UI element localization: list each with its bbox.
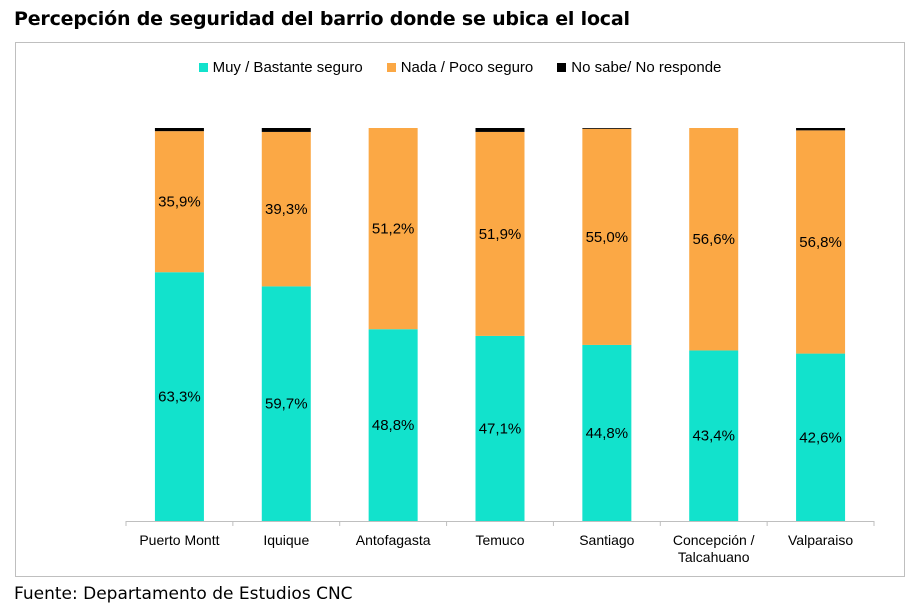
data-label: 55,0%	[586, 229, 629, 246]
data-label: 47,1%	[479, 420, 522, 437]
data-label: 43,4%	[692, 428, 735, 445]
bar-2-1	[261, 128, 311, 132]
data-label: 56,8%	[799, 234, 842, 251]
legend-swatch-seguro	[198, 63, 208, 72]
data-label: 51,2%	[372, 221, 415, 238]
legend-label-nosabe: No sabe/ No responde	[571, 59, 722, 76]
bar-0-4	[582, 344, 632, 521]
chart-frame: Muy / Bastante seguro Nada / Poco seguro…	[15, 42, 905, 577]
data-label: 44,8%	[586, 425, 629, 442]
bar-1-4	[582, 128, 632, 345]
legend-label-inseguro: Nada / Poco seguro	[400, 59, 534, 76]
bar-1-2	[368, 128, 418, 330]
chart-title: Percepción de seguridad del barrio donde…	[14, 8, 630, 30]
bar-0-2	[368, 329, 418, 521]
source-note: Fuente: Departamento de Estudios CNC	[14, 584, 353, 604]
bar-1-0	[154, 131, 204, 273]
bar-0-0	[154, 272, 204, 521]
legend-swatch-nosabe	[557, 63, 567, 72]
bar-1-6	[796, 130, 846, 354]
bar-1-3	[475, 131, 525, 336]
x-tick-label: Talcahuano	[678, 549, 750, 565]
x-tick-label: Temuco	[475, 532, 524, 548]
legend: Muy / Bastante seguro Nada / Poco seguro…	[16, 59, 904, 76]
x-tick-label: Valparaiso	[788, 532, 853, 548]
data-label: 39,3%	[265, 201, 308, 218]
data-label: 63,3%	[158, 389, 201, 406]
legend-item-seguro: Muy / Bastante seguro	[198, 59, 363, 76]
data-label: 42,6%	[799, 429, 842, 446]
legend-item-nosabe: No sabe/ No responde	[557, 59, 721, 76]
data-label: 48,8%	[372, 417, 415, 434]
x-tick-label: Antofagasta	[356, 532, 431, 548]
bar-0-1	[261, 286, 311, 521]
bar-2-0	[154, 128, 204, 132]
x-tick-label: Puerto Montt	[139, 532, 219, 548]
bar-1-5	[689, 128, 739, 351]
data-label: 35,9%	[158, 194, 201, 211]
bar-2-3	[475, 128, 525, 132]
data-label: 59,7%	[265, 396, 308, 413]
x-tick-label: Iquique	[263, 532, 309, 548]
legend-label-seguro: Muy / Bastante seguro	[212, 59, 363, 76]
bar-0-3	[475, 335, 525, 521]
bar-2-4	[582, 128, 632, 129]
x-tick-label: Concepción /	[673, 532, 755, 548]
bar-1-1	[261, 131, 311, 287]
bar-chart: 63,3% 35,9% Puerto Montt 59,7% 39,3% Iquique 4…	[125, 128, 875, 565]
bar-2-6	[796, 128, 846, 131]
bar-0-5	[689, 350, 739, 521]
x-tick-label: Santiago	[579, 532, 634, 548]
data-label: 51,9%	[479, 226, 522, 243]
data-label: 56,6%	[692, 231, 735, 248]
legend-item-inseguro: Nada / Poco seguro	[386, 59, 534, 76]
legend-swatch-inseguro	[386, 63, 396, 72]
bar-0-6	[796, 353, 846, 521]
